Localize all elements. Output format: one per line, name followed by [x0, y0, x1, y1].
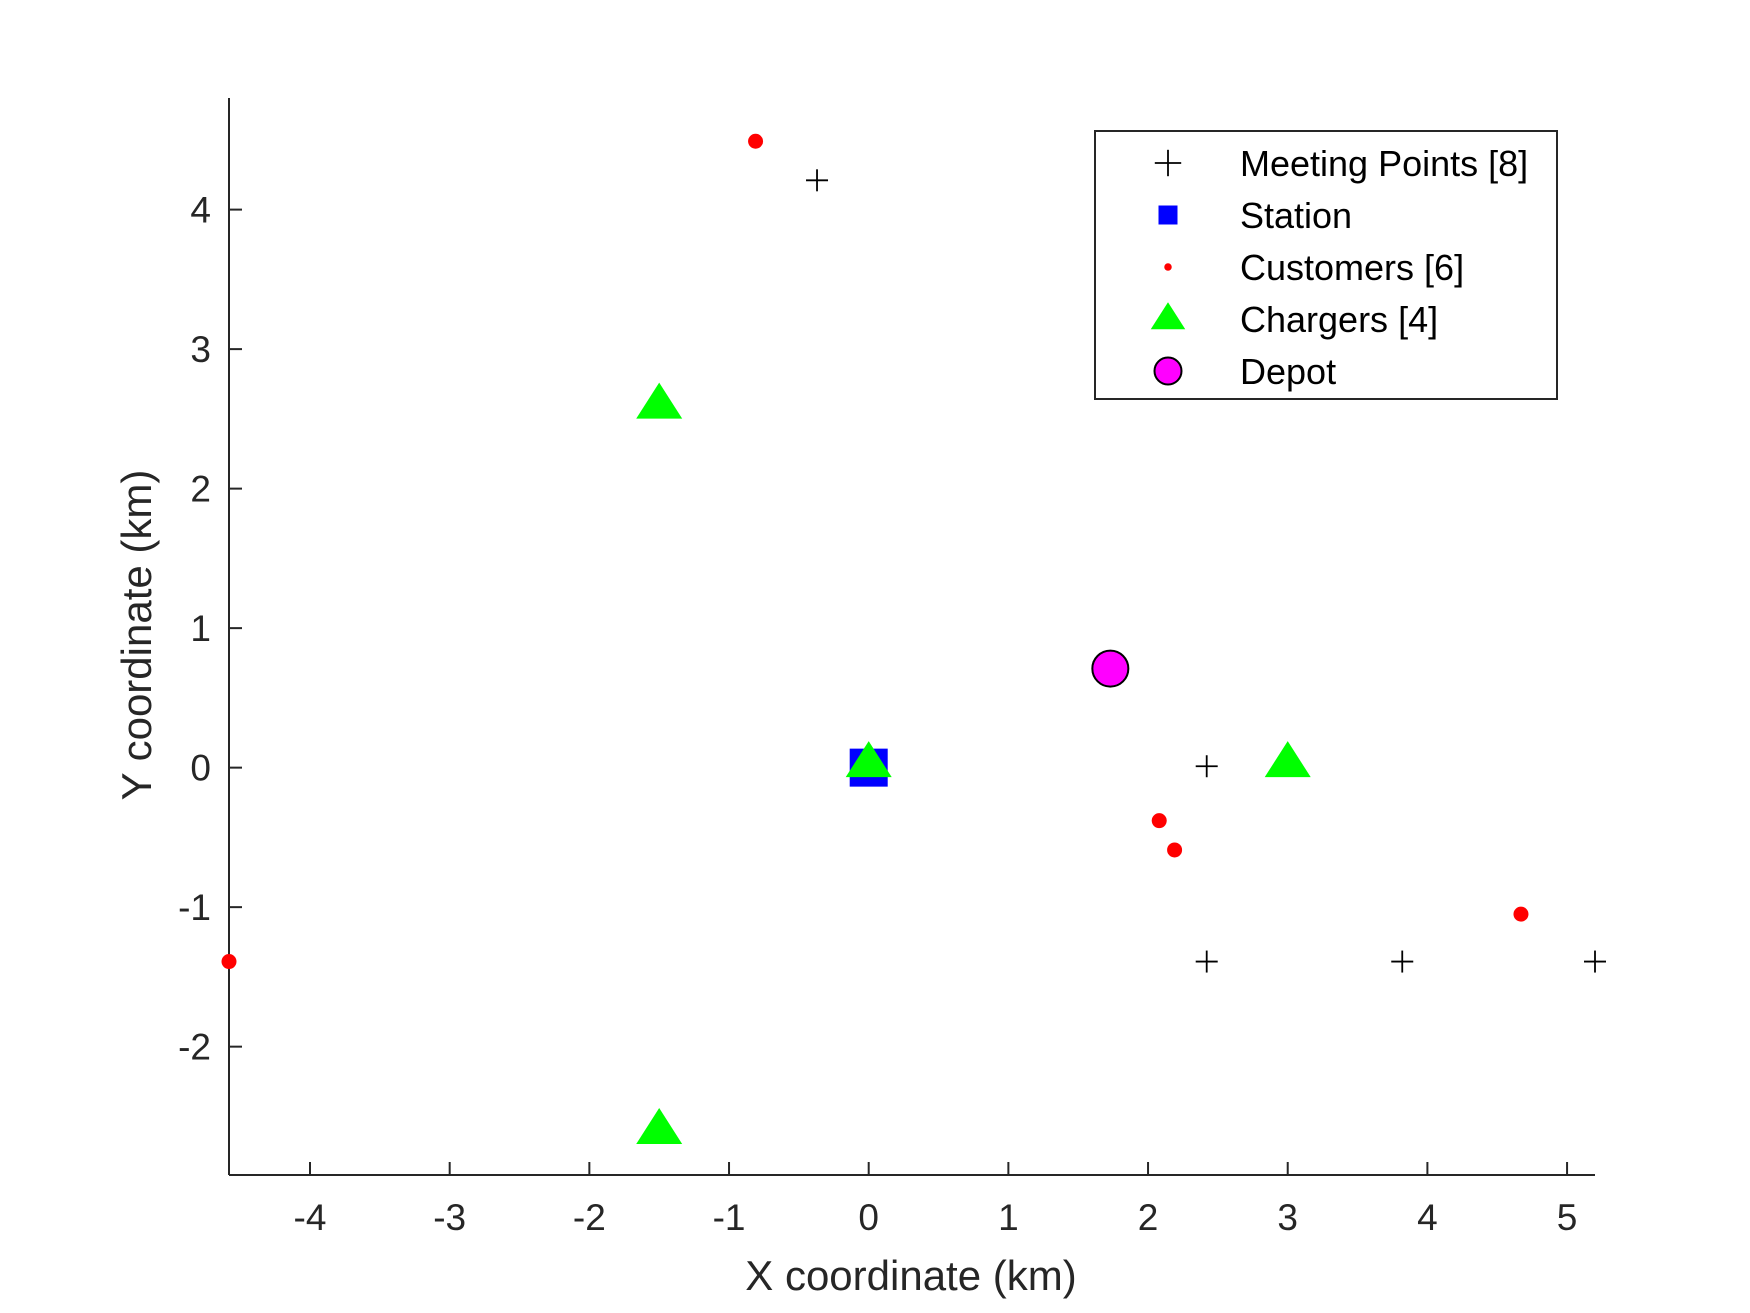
x-axis-title: X coordinate (km) — [745, 1252, 1076, 1299]
legend: Meeting Points [8] Station Customers [6] Ch… — [1094, 130, 1558, 400]
legend-marker-chargers-4 — [1150, 302, 1186, 330]
chargers-4-point — [845, 741, 892, 778]
legend-label: Meeting Points [8] — [1240, 143, 1528, 184]
chargers-4-point — [636, 382, 683, 419]
meeting-points-8-point — [1391, 950, 1414, 973]
legend-marker-customers-6 — [1164, 263, 1172, 271]
customers-6-point — [1167, 842, 1183, 858]
x-tick-label: 0 — [858, 1197, 879, 1238]
meeting-points-8-point — [1195, 755, 1218, 778]
customers-6-point — [221, 954, 237, 970]
y-tick-label: -1 — [178, 887, 211, 928]
x-tick-label: -1 — [713, 1197, 746, 1238]
y-tick-label: 1 — [190, 608, 211, 649]
y-tick-label: -2 — [178, 1027, 211, 1068]
meeting-points-8-point — [1195, 950, 1218, 973]
chargers-4-point — [636, 1108, 683, 1145]
legend-marker-meeting-points-8 — [1154, 149, 1182, 177]
depot-point — [1091, 649, 1130, 688]
meeting-points-8-point — [1584, 950, 1606, 973]
legend-label: Depot — [1240, 351, 1336, 392]
legend-box — [1094, 130, 1558, 400]
legend-label: Chargers [4] — [1240, 299, 1438, 340]
x-tick-label: 1 — [998, 1197, 1019, 1238]
x-tick-label: -3 — [433, 1197, 466, 1238]
y-axis-title: Y coordinate (km) — [113, 470, 160, 801]
meeting-points-8-point — [806, 169, 829, 192]
customers-6-point — [748, 133, 764, 149]
axes: -4 -3 -2 -1 0 1 2 3 4 5 -2 -1 0 1 2 3 4 — [178, 98, 1595, 1238]
y-tick-label: 0 — [190, 748, 211, 789]
y-tick-label: 3 — [190, 329, 211, 370]
legend-label: Station — [1240, 195, 1352, 236]
y-tick-label: 4 — [190, 190, 211, 231]
x-tick-label: 4 — [1417, 1197, 1438, 1238]
y-tick-label: 2 — [190, 469, 211, 510]
legend-label: Customers [6] — [1240, 247, 1464, 288]
x-tick-label: 5 — [1557, 1197, 1578, 1238]
x-tick-label: 3 — [1277, 1197, 1298, 1238]
x-tick-label: -2 — [573, 1197, 606, 1238]
x-tick-label: 2 — [1138, 1197, 1159, 1238]
customers-6-point — [1151, 813, 1167, 829]
customers-6-point — [1513, 906, 1529, 922]
legend-marker-station — [1158, 205, 1178, 225]
x-tick-label: -4 — [294, 1197, 327, 1238]
chargers-4-point — [1264, 741, 1311, 778]
legend-marker-depot — [1153, 356, 1183, 386]
data-marks — [221, 133, 1606, 1145]
